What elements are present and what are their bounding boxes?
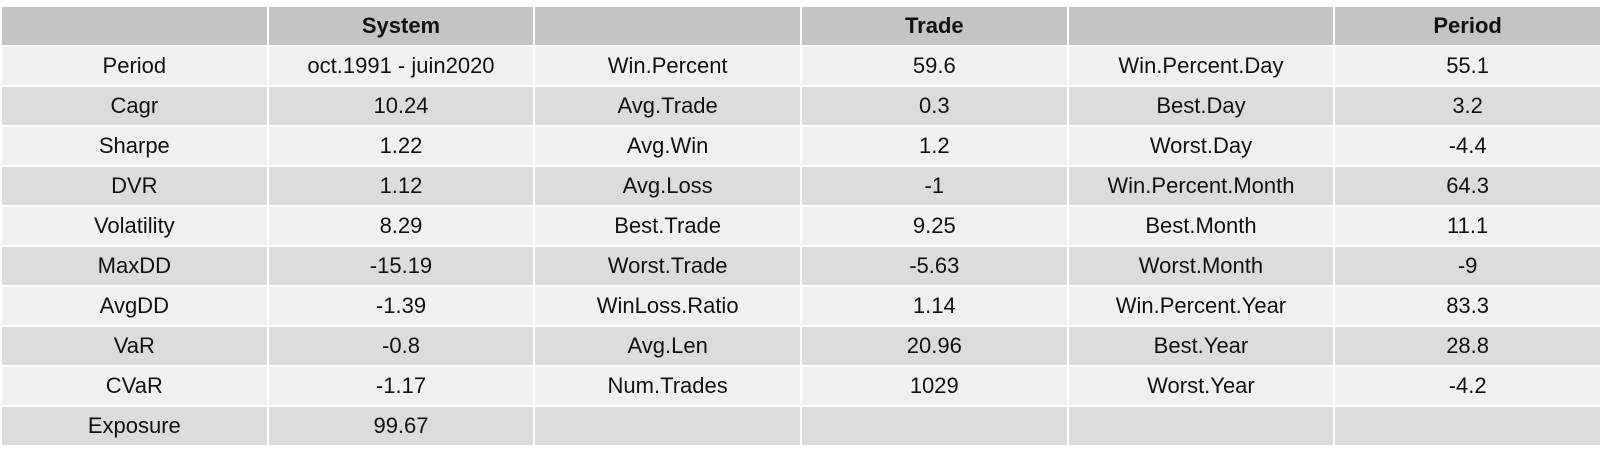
table-cell: Avg.Loss	[533, 165, 802, 207]
table-cell: 28.8	[1333, 325, 1600, 367]
table-cell: -0.8	[266, 325, 536, 367]
table-cell: -1.39	[266, 285, 536, 327]
table-cell: Avg.Win	[533, 125, 802, 167]
table-row: MaxDD -15.19 Worst.Trade -5.63 Worst.Mon…	[0, 245, 1600, 287]
table-cell	[1066, 405, 1336, 447]
table-cell: Volatility	[0, 205, 269, 247]
table-cell: 11.1	[1333, 205, 1600, 247]
table-cell: AvgDD	[0, 285, 269, 327]
table-cell	[533, 405, 802, 447]
stats-table-container: System Trade Period Period oct.1991 - ju…	[0, 5, 1600, 447]
table-cell: Avg.Len	[533, 325, 802, 367]
table-cell: DVR	[0, 165, 269, 207]
table-cell: 1.22	[266, 125, 536, 167]
table-row: Period oct.1991 - juin2020 Win.Percent 5…	[0, 45, 1600, 87]
header-cell-label-3	[1066, 5, 1336, 47]
table-cell: Best.Month	[1066, 205, 1336, 247]
header-cell-label-2	[533, 5, 802, 47]
table-cell: -4.4	[1333, 125, 1600, 167]
table-cell: -9	[1333, 245, 1600, 287]
table-cell: 20.96	[799, 325, 1069, 367]
table-cell: -1.17	[266, 365, 536, 407]
table-cell: 99.67	[266, 405, 536, 447]
table-cell: Win.Percent.Day	[1066, 45, 1336, 87]
header-cell-trade: Trade	[799, 5, 1069, 47]
table-cell: Period	[0, 45, 269, 87]
table-cell: Win.Percent.Month	[1066, 165, 1336, 207]
header-row: System Trade Period	[0, 5, 1600, 47]
table-cell: -4.2	[1333, 365, 1600, 407]
table-cell: 9.25	[799, 205, 1069, 247]
table-cell: Best.Day	[1066, 85, 1336, 127]
table-cell: -15.19	[266, 245, 536, 287]
table-cell	[799, 405, 1069, 447]
table-cell: Win.Percent	[533, 45, 802, 87]
table-cell: WinLoss.Ratio	[533, 285, 802, 327]
table-cell	[1333, 405, 1600, 447]
table-cell: Avg.Trade	[533, 85, 802, 127]
table-cell: Cagr	[0, 85, 269, 127]
table-cell: 1.2	[799, 125, 1069, 167]
table-cell: -5.63	[799, 245, 1069, 287]
table-cell: -1	[799, 165, 1069, 207]
table-cell: 8.29	[266, 205, 536, 247]
table-row: Sharpe 1.22 Avg.Win 1.2 Worst.Day -4.4	[0, 125, 1600, 167]
table-cell: Worst.Month	[1066, 245, 1336, 287]
table-cell: 1029	[799, 365, 1069, 407]
table-cell: Sharpe	[0, 125, 269, 167]
table-cell: Worst.Day	[1066, 125, 1336, 167]
table-row: Volatility 8.29 Best.Trade 9.25 Best.Mon…	[0, 205, 1600, 247]
table-row: Exposure 99.67	[0, 405, 1600, 447]
table-cell: Worst.Trade	[533, 245, 802, 287]
table-cell: CVaR	[0, 365, 269, 407]
table-row: CVaR -1.17 Num.Trades 1029 Worst.Year -4…	[0, 365, 1600, 407]
table-cell: 55.1	[1333, 45, 1600, 87]
table-cell: 83.3	[1333, 285, 1600, 327]
table-row: DVR 1.12 Avg.Loss -1 Win.Percent.Month 6…	[0, 165, 1600, 207]
table-row: AvgDD -1.39 WinLoss.Ratio 1.14 Win.Perce…	[0, 285, 1600, 327]
header-cell-period: Period	[1333, 5, 1600, 47]
table-cell: MaxDD	[0, 245, 269, 287]
performance-stats-table: System Trade Period Period oct.1991 - ju…	[0, 5, 1600, 447]
table-cell: Win.Percent.Year	[1066, 285, 1336, 327]
table-cell: Worst.Year	[1066, 365, 1336, 407]
table-body: Period oct.1991 - juin2020 Win.Percent 5…	[0, 45, 1600, 447]
table-cell: VaR	[0, 325, 269, 367]
table-cell: 3.2	[1333, 85, 1600, 127]
table-cell: 1.14	[799, 285, 1069, 327]
header-cell-label-1	[0, 5, 269, 47]
header-cell-system: System	[266, 5, 536, 47]
table-cell: 1.12	[266, 165, 536, 207]
table-row: VaR -0.8 Avg.Len 20.96 Best.Year 28.8	[0, 325, 1600, 367]
table-cell: 59.6	[799, 45, 1069, 87]
table-cell: 0.3	[799, 85, 1069, 127]
table-cell: 64.3	[1333, 165, 1600, 207]
table-cell: Num.Trades	[533, 365, 802, 407]
table-row: Cagr 10.24 Avg.Trade 0.3 Best.Day 3.2	[0, 85, 1600, 127]
table-cell: oct.1991 - juin2020	[266, 45, 536, 87]
table-cell: Exposure	[0, 405, 269, 447]
table-cell: 10.24	[266, 85, 536, 127]
table-cell: Best.Year	[1066, 325, 1336, 367]
table-cell: Best.Trade	[533, 205, 802, 247]
